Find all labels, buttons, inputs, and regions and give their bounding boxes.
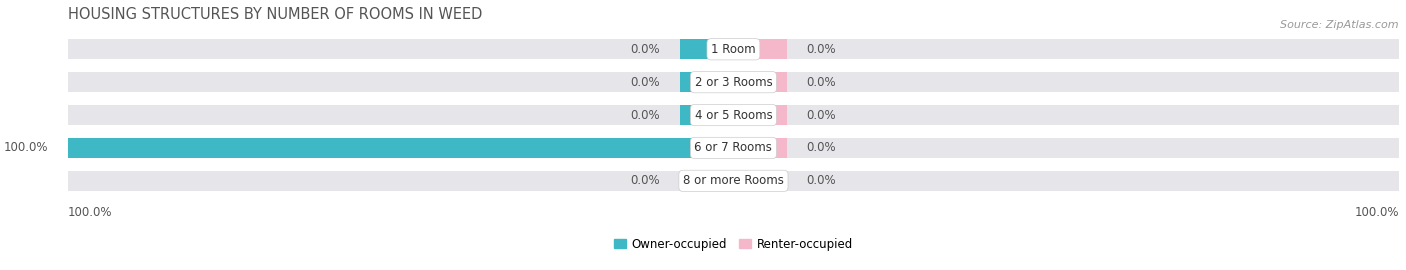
Text: 6 or 7 Rooms: 6 or 7 Rooms [695,141,772,154]
Text: 100.0%: 100.0% [67,205,112,218]
Legend: Owner-occupied, Renter-occupied: Owner-occupied, Renter-occupied [609,233,858,255]
Text: 0.0%: 0.0% [630,76,661,89]
Text: 0.0%: 0.0% [807,174,837,187]
Bar [734,171,787,191]
Bar [67,171,1399,191]
Text: 0.0%: 0.0% [807,109,837,122]
Bar [67,72,1399,92]
Text: 0.0%: 0.0% [807,43,837,56]
Bar [734,39,787,59]
Text: 0.0%: 0.0% [630,109,661,122]
Bar [67,138,1399,158]
Text: 100.0%: 100.0% [1354,205,1399,218]
Bar [67,39,1399,59]
Bar [67,138,734,158]
Bar [681,171,734,191]
Text: 0.0%: 0.0% [630,174,661,187]
Text: 2 or 3 Rooms: 2 or 3 Rooms [695,76,772,89]
Bar [734,138,787,158]
Text: 8 or more Rooms: 8 or more Rooms [683,174,785,187]
Text: 0.0%: 0.0% [807,76,837,89]
Bar [681,39,734,59]
Text: 0.0%: 0.0% [630,43,661,56]
Bar [681,105,734,125]
Text: HOUSING STRUCTURES BY NUMBER OF ROOMS IN WEED: HOUSING STRUCTURES BY NUMBER OF ROOMS IN… [67,7,482,22]
Text: Source: ZipAtlas.com: Source: ZipAtlas.com [1281,19,1399,29]
Text: 4 or 5 Rooms: 4 or 5 Rooms [695,109,772,122]
Text: 1 Room: 1 Room [711,43,756,56]
Text: 0.0%: 0.0% [807,141,837,154]
Bar [67,105,1399,125]
Bar [734,105,787,125]
Text: 100.0%: 100.0% [3,141,48,154]
Bar [681,72,734,92]
Bar [734,72,787,92]
